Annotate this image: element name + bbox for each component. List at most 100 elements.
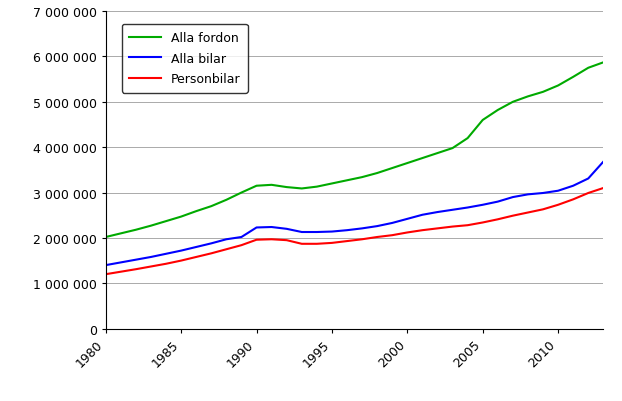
- Alla bilar: [102, 263, 109, 268]
- Personbilar: [343, 239, 351, 244]
- Alla fordon: [238, 190, 245, 195]
- Alla bilar: [298, 230, 305, 235]
- Line: Alla fordon: Alla fordon: [106, 63, 603, 237]
- Personbilar: [539, 207, 547, 212]
- Legend: Alla fordon, Alla bilar, Personbilar: Alla fordon, Alla bilar, Personbilar: [122, 24, 248, 93]
- Alla bilar: [554, 189, 562, 194]
- Alla fordon: [479, 118, 486, 123]
- Personbilar: [313, 242, 320, 247]
- Alla bilar: [177, 249, 185, 253]
- Alla fordon: [162, 219, 170, 224]
- Personbilar: [449, 225, 457, 229]
- Alla bilar: [419, 213, 426, 218]
- Line: Personbilar: Personbilar: [106, 188, 603, 275]
- Alla bilar: [223, 237, 230, 242]
- Alla fordon: [389, 166, 396, 171]
- Alla fordon: [600, 61, 607, 66]
- Alla fordon: [509, 100, 517, 105]
- Alla bilar: [404, 217, 411, 222]
- Personbilar: [389, 233, 396, 238]
- Alla fordon: [585, 66, 592, 71]
- Personbilar: [223, 247, 230, 252]
- Personbilar: [283, 238, 290, 243]
- Alla bilar: [434, 210, 441, 215]
- Personbilar: [570, 197, 577, 202]
- Personbilar: [238, 243, 245, 248]
- Alla fordon: [328, 182, 336, 186]
- Personbilar: [298, 242, 305, 247]
- Alla fordon: [283, 185, 290, 190]
- Alla bilar: [283, 227, 290, 232]
- Alla fordon: [449, 146, 457, 151]
- Alla bilar: [358, 227, 366, 231]
- Personbilar: [404, 231, 411, 235]
- Alla fordon: [117, 231, 124, 236]
- Alla fordon: [253, 184, 260, 189]
- Alla fordon: [404, 161, 411, 166]
- Alla bilar: [570, 184, 577, 189]
- Personbilar: [585, 191, 592, 196]
- Alla fordon: [132, 228, 139, 233]
- Personbilar: [192, 255, 200, 260]
- Line: Alla bilar: Alla bilar: [106, 162, 603, 265]
- Alla fordon: [434, 151, 441, 156]
- Alla fordon: [177, 215, 185, 219]
- Alla bilar: [343, 228, 351, 233]
- Personbilar: [208, 251, 215, 256]
- Alla bilar: [268, 225, 276, 230]
- Alla bilar: [600, 160, 607, 165]
- Alla fordon: [373, 171, 381, 176]
- Alla fordon: [358, 175, 366, 180]
- Personbilar: [524, 211, 532, 215]
- Alla fordon: [554, 84, 562, 89]
- Personbilar: [177, 259, 185, 263]
- Alla fordon: [343, 178, 351, 183]
- Personbilar: [419, 228, 426, 233]
- Personbilar: [132, 267, 139, 272]
- Alla fordon: [298, 186, 305, 191]
- Alla bilar: [117, 260, 124, 265]
- Personbilar: [600, 186, 607, 191]
- Alla bilar: [494, 200, 501, 205]
- Personbilar: [328, 241, 336, 246]
- Personbilar: [268, 237, 276, 242]
- Alla fordon: [223, 198, 230, 203]
- Personbilar: [494, 217, 501, 222]
- Alla fordon: [102, 235, 109, 240]
- Personbilar: [434, 227, 441, 231]
- Alla fordon: [313, 185, 320, 190]
- Alla bilar: [313, 230, 320, 235]
- Alla bilar: [208, 241, 215, 246]
- Personbilar: [479, 221, 486, 225]
- Personbilar: [162, 262, 170, 267]
- Alla fordon: [268, 183, 276, 188]
- Personbilar: [554, 203, 562, 208]
- Personbilar: [117, 269, 124, 274]
- Personbilar: [358, 237, 366, 242]
- Alla fordon: [208, 204, 215, 209]
- Personbilar: [464, 223, 471, 228]
- Alla bilar: [449, 208, 457, 213]
- Alla bilar: [464, 206, 471, 211]
- Alla fordon: [464, 136, 471, 141]
- Alla bilar: [585, 176, 592, 181]
- Alla bilar: [539, 191, 547, 196]
- Alla bilar: [192, 245, 200, 250]
- Personbilar: [373, 235, 381, 240]
- Personbilar: [147, 264, 155, 269]
- Alla fordon: [539, 90, 547, 95]
- Alla fordon: [192, 209, 200, 214]
- Alla bilar: [162, 252, 170, 257]
- Alla bilar: [132, 257, 139, 262]
- Alla fordon: [524, 95, 532, 99]
- Alla bilar: [328, 229, 336, 234]
- Alla bilar: [524, 192, 532, 197]
- Alla bilar: [238, 235, 245, 240]
- Alla bilar: [479, 203, 486, 208]
- Personbilar: [253, 238, 260, 243]
- Alla bilar: [389, 221, 396, 226]
- Alla bilar: [147, 255, 155, 260]
- Alla fordon: [494, 108, 501, 113]
- Alla bilar: [253, 225, 260, 230]
- Personbilar: [102, 272, 109, 277]
